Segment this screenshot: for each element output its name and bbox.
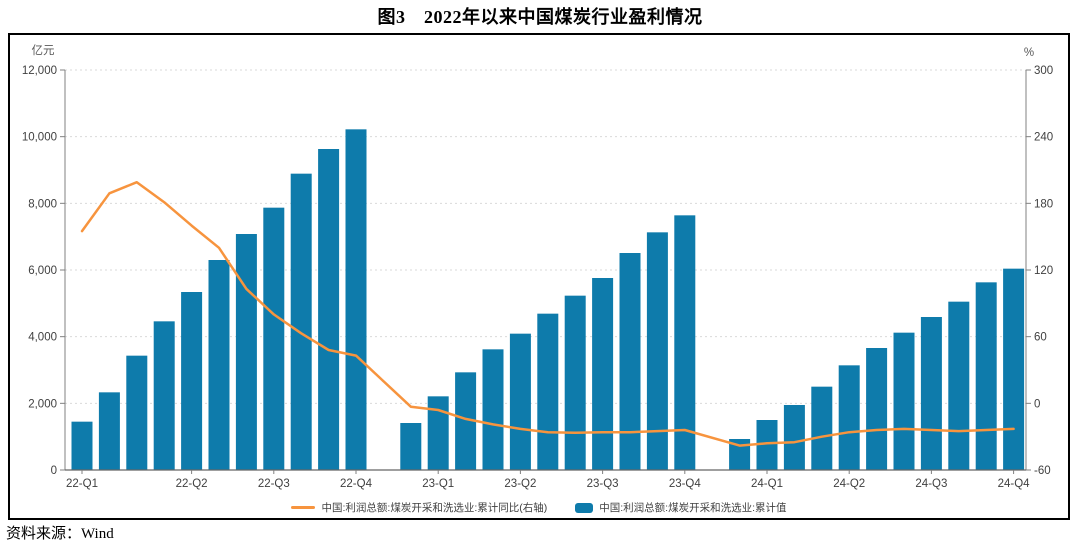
- bar-2023-05: [482, 349, 504, 470]
- x-axis-tick: 22-Q4: [340, 478, 373, 490]
- x-axis-tick: 24-Q1: [751, 478, 783, 490]
- bar-2022-05: [153, 321, 175, 470]
- bar-2023-03: [427, 396, 449, 470]
- bar-2022-02: [71, 421, 93, 470]
- chart-legend: 中国:利润总额:煤炭开采和洗选业:累计同比(右轴) 中国:利润总额:煤炭开采和洗…: [10, 497, 1068, 518]
- bar-2024-08: [893, 332, 915, 470]
- right-axis-tick: -60: [1034, 465, 1051, 477]
- bar-2023-12: [674, 215, 696, 470]
- bar-2023-04: [455, 372, 477, 470]
- bar-series-label: 中国:利润总额:煤炭开采和洗选业:累计值: [599, 502, 787, 514]
- left-axis-unit: 亿元: [32, 44, 55, 57]
- right-axis-unit: %: [1024, 47, 1034, 59]
- bar-2024-03: [756, 420, 778, 470]
- right-axis-tick: 60: [1034, 332, 1047, 344]
- line-series-label: 中国:利润总额:煤炭开采和洗选业:累计同比(右轴): [321, 502, 548, 514]
- bar-2023-09: [592, 278, 614, 470]
- bar-2022-03: [98, 392, 120, 470]
- chart-canvas: 0 2,000 4,000 6,000 8,000 10,000 12,000 -60 0 60 1…: [22, 44, 1053, 490]
- right-axis-tick: 120: [1034, 265, 1053, 277]
- data-source: 资料来源：Wind: [6, 526, 114, 542]
- bar-2024-10: [948, 301, 970, 470]
- left-axis-tick: 6,000: [28, 265, 57, 277]
- bar-2024-02: [729, 439, 751, 470]
- bar-2022-07: [208, 260, 230, 470]
- bar-2024-04: [783, 405, 805, 470]
- yoy-line: [80, 180, 1015, 447]
- bar-2024-07: [866, 348, 888, 470]
- bar-2023-08: [564, 295, 586, 470]
- x-axis-tick: 24-Q2: [833, 478, 865, 490]
- bar-2022-08: [235, 234, 257, 470]
- bar-2022-09: [263, 207, 285, 470]
- left-axis-tick: 10,000: [22, 132, 57, 144]
- right-axis-tick: 0: [1034, 398, 1040, 410]
- bar-2024-09: [920, 317, 942, 470]
- x-axis-tick: 22-Q1: [66, 478, 98, 490]
- axes: 0 2,000 4,000 6,000 8,000 10,000 12,000 -60 0 60 1…: [22, 44, 1053, 490]
- left-axis-tick: 2,000: [28, 398, 57, 410]
- x-axis-tick: 23-Q2: [504, 478, 536, 490]
- x-axis-tick: 22-Q2: [176, 478, 208, 490]
- left-axis-tick: 12,000: [22, 65, 57, 77]
- bar-2022-06: [181, 292, 203, 470]
- bar-series-marker: [575, 502, 594, 513]
- x-axis-tick: 23-Q3: [587, 478, 619, 490]
- bar-2023-10: [619, 253, 641, 470]
- bar-2023-06: [509, 333, 531, 470]
- figure-title: 图3 2022年以来中国煤炭行业盈利情况: [377, 7, 703, 27]
- bar-2024-06: [838, 365, 860, 470]
- bar-2022-12: [345, 129, 367, 470]
- bar-2022-04: [126, 355, 148, 470]
- line-series-marker: [291, 506, 316, 509]
- x-axis-tick: 24-Q3: [915, 478, 947, 490]
- x-axis-tick: 23-Q4: [669, 478, 702, 490]
- x-axis-tick: 23-Q1: [422, 478, 454, 490]
- left-axis-tick: 8,000: [28, 198, 57, 210]
- legend-item-line: 中国:利润总额:煤炭开采和洗选业:累计同比(右轴): [291, 500, 547, 515]
- bar-2022-11: [318, 149, 340, 470]
- right-axis-tick: 240: [1034, 132, 1053, 144]
- bar-2024-11: [975, 282, 997, 470]
- x-axis-tick: 24-Q4: [998, 478, 1031, 490]
- legend-item-bar: 中国:利润总额:煤炭开采和洗选业:累计值: [575, 500, 787, 515]
- chart-frame: 0 2,000 4,000 6,000 8,000 10,000 12,000 -60 0 60 1…: [8, 33, 1070, 520]
- left-axis-tick: 0: [51, 465, 57, 477]
- bar-2023-02: [400, 423, 422, 470]
- left-axis-tick: 4,000: [28, 332, 57, 344]
- bar-2022-10: [290, 173, 312, 470]
- bar-2024-12: [1003, 268, 1025, 470]
- right-axis-tick: 180: [1034, 198, 1053, 210]
- x-axis-tick: 22-Q3: [258, 478, 290, 490]
- bar-2024-05: [811, 386, 833, 470]
- bar-series: [71, 129, 1025, 470]
- bar-2023-11: [646, 232, 668, 470]
- right-axis-tick: 300: [1034, 65, 1053, 77]
- bar-2023-07: [537, 313, 559, 470]
